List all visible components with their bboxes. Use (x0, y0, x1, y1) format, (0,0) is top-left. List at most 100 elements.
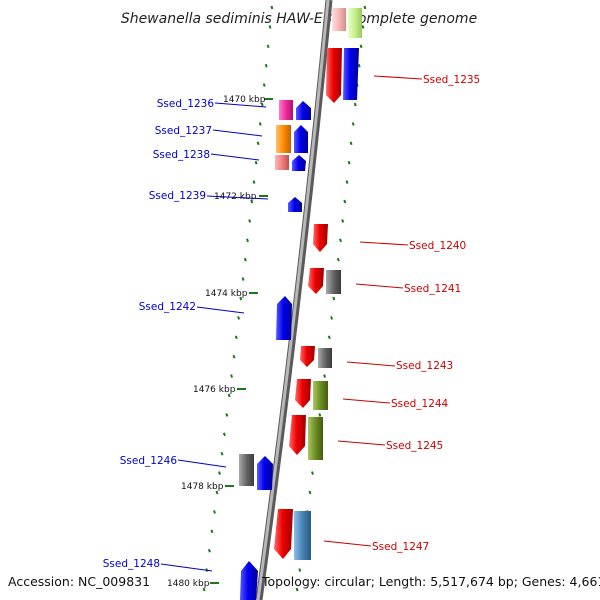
gene-label-ssed-1247[interactable]: Ssed_1247 (372, 541, 429, 553)
gene-label-ssed-1244[interactable]: Ssed_1244 (391, 398, 449, 410)
tick-mark (241, 277, 245, 281)
gene-ssed-1240[interactable] (313, 224, 328, 252)
gene-label-ssed-1236[interactable]: Ssed_1236 (157, 98, 215, 110)
gene-label-ssed-1238[interactable]: Ssed_1238 (153, 149, 210, 161)
gene-ssed-1235-arrow[interactable] (326, 48, 342, 103)
gene-label-ssed-1241[interactable]: Ssed_1241 (404, 283, 461, 295)
leader-line-1238 (210, 153, 260, 161)
tick-mark (341, 219, 345, 223)
partial-gene-lightgreen[interactable] (348, 8, 362, 38)
tick-mark (336, 257, 340, 262)
tick-mark (234, 335, 238, 340)
tick-mark (225, 413, 229, 417)
tick-mark (343, 199, 347, 204)
kbp-label-1476: 1476 kbp (193, 385, 236, 395)
gene-ssed-1237[interactable] (276, 125, 291, 153)
gene-ssed-1243-arrow[interactable] (300, 346, 315, 367)
tick-mark (353, 102, 357, 107)
leader-line-1246 (177, 459, 227, 468)
gene-ssed-1239[interactable] (288, 197, 302, 212)
kbp-label-1480: 1480 kbp (167, 579, 210, 589)
kbp-label-1474: 1474 kbp (205, 289, 248, 299)
tick-mark (262, 83, 266, 87)
gene-ssed-1244-arrow[interactable] (295, 379, 311, 408)
tick-mark (323, 374, 327, 378)
kbp-label-1478: 1478 kbp (181, 482, 224, 492)
tick-mark (327, 335, 331, 340)
tick-mark (264, 63, 268, 68)
gene-label-ssed-1246[interactable]: Ssed_1246 (120, 455, 178, 467)
tick-mark (210, 529, 214, 534)
leader-line-1237 (212, 129, 263, 137)
tick-mark (246, 238, 249, 243)
gene-ssed-1247-arrow[interactable] (274, 509, 293, 559)
gene-ssed-1241-arrow[interactable] (308, 268, 324, 294)
gene-ssed-1238[interactable] (275, 155, 289, 170)
tick-mark (213, 510, 216, 514)
gene-label-ssed-1248[interactable]: Ssed_1248 (103, 558, 160, 570)
gene-ssed-1244-block[interactable] (313, 381, 328, 410)
tick-mark (330, 316, 334, 320)
tick-mark (359, 44, 363, 49)
tick-mark (295, 587, 299, 592)
gene-label-ssed-1240[interactable]: Ssed_1240 (409, 240, 466, 252)
leader-line-1235 (373, 75, 423, 80)
top-partial-genes (332, 8, 362, 38)
leader-line-1240 (359, 241, 409, 246)
tick-mark (347, 160, 351, 165)
leader-line-1236 (214, 102, 267, 108)
gene-blue-1236[interactable] (296, 101, 311, 120)
gene-label-ssed-1243[interactable]: Ssed_1243 (396, 360, 453, 372)
tick-mark (207, 548, 211, 553)
gene-ssed-1248[interactable] (240, 561, 258, 600)
tick-mark (266, 44, 270, 49)
tick-mark (345, 180, 349, 184)
gene-ssed-1245-block[interactable] (308, 417, 323, 460)
tick-mark (268, 25, 272, 29)
tick-mark (239, 296, 243, 301)
gene-label-ssed-1235[interactable]: Ssed_1235 (423, 74, 480, 86)
gene-ssed-1246[interactable] (257, 456, 273, 490)
leader-line-1242 (196, 306, 245, 314)
gene-ssed-1235-block[interactable] (343, 48, 359, 100)
tick-mark (250, 199, 254, 204)
tick-mark (298, 568, 302, 572)
gene-ssed-1242[interactable] (276, 296, 292, 340)
tick-mark (256, 141, 260, 146)
gene-ssed-1246-block[interactable] (239, 454, 254, 486)
gene-ssed-1241-block[interactable] (326, 270, 341, 294)
tick-mark (218, 471, 221, 475)
leader-line-1248 (160, 563, 213, 572)
gene-label-ssed-1239[interactable]: Ssed_1239 (149, 190, 206, 202)
gene-blue-1237[interactable] (294, 125, 308, 153)
tick-mark (232, 354, 236, 359)
tick-mark (270, 5, 274, 10)
gene-features (239, 48, 359, 600)
map-title: Shewanella sediminis HAW-EB3, complete g… (121, 11, 477, 27)
tick-mark (332, 296, 336, 301)
tick-mark (260, 102, 264, 107)
gene-label-ssed-1242[interactable]: Ssed_1242 (139, 301, 196, 313)
leader-line-1243 (346, 361, 396, 367)
partial-gene-lightpink[interactable] (332, 8, 346, 31)
gene-ssed-1245-arrow[interactable] (289, 415, 306, 455)
inner-tick-track (202, 5, 274, 592)
gene-ssed-1236[interactable] (279, 100, 293, 120)
gene-ssed-1243-block[interactable] (318, 348, 332, 368)
tick-mark (258, 122, 262, 126)
gene-ssed-1247-block[interactable] (294, 511, 311, 560)
tick-mark (363, 5, 367, 10)
leader-line-1247 (323, 540, 372, 547)
tick-mark (308, 490, 312, 495)
tick-mark (220, 451, 224, 456)
tick-mark (252, 180, 256, 184)
tick-mark (357, 63, 361, 68)
gene-blue-1238[interactable] (292, 155, 306, 171)
gene-label-ssed-1245[interactable]: Ssed_1245 (386, 440, 443, 452)
tick-mark (243, 257, 247, 262)
accession-text: Accession: NC_009831 (8, 574, 151, 589)
tick-mark (227, 393, 231, 398)
genome-backbone (255, 0, 333, 600)
gene-label-ssed-1237[interactable]: Ssed_1237 (155, 125, 212, 137)
